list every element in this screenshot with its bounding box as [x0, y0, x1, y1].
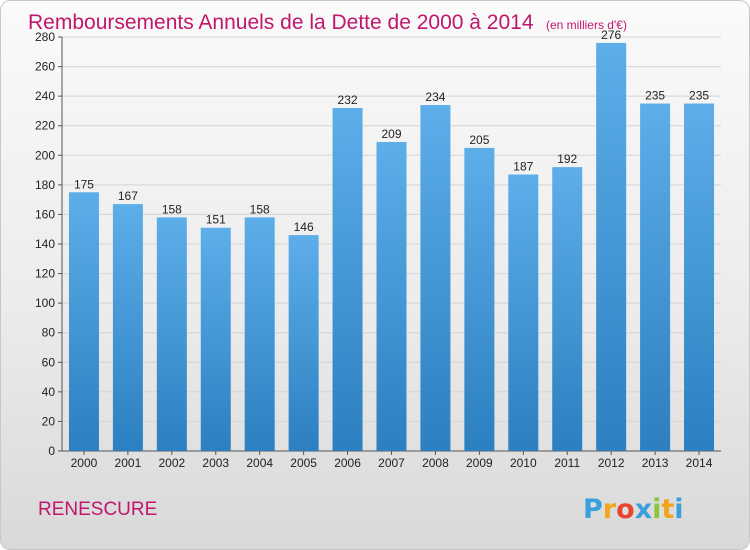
y-tick-label: 200: [35, 148, 55, 162]
y-tick-label: 100: [35, 296, 55, 310]
logo-letter: o: [616, 494, 635, 525]
data-label: 209: [381, 127, 401, 141]
bar: [332, 107, 363, 451]
chart-title-unit: (en milliers d'€): [546, 18, 627, 32]
logo-letter: x: [635, 494, 652, 525]
bar: [156, 217, 187, 451]
x-tick-label: 2003: [202, 456, 229, 470]
x-tick-label: 2006: [334, 456, 361, 470]
data-label: 158: [162, 202, 182, 216]
data-label: 276: [601, 28, 621, 42]
y-tick-label: 220: [35, 119, 55, 133]
data-label: 235: [645, 89, 665, 103]
bar: [464, 147, 495, 451]
x-tick-label: 2007: [378, 456, 405, 470]
y-tick-label: 20: [42, 414, 56, 428]
chart-title: Remboursements Annuels de la Dette de 20…: [28, 11, 627, 34]
data-label: 187: [513, 160, 533, 174]
x-tick-label: 2004: [246, 456, 273, 470]
bar: [596, 42, 627, 452]
x-tick-label: 2001: [115, 456, 142, 470]
data-label: 146: [294, 220, 314, 234]
y-tick-label: 60: [42, 355, 56, 369]
data-label: 192: [557, 152, 577, 166]
chart-title-main: Remboursements Annuels de la Dette de 20…: [28, 11, 534, 34]
bar: [200, 227, 231, 451]
bar: [288, 235, 319, 451]
logo-letter: t: [661, 494, 674, 525]
plot-area: 0 20 40 60 80 100 120 140 160 180 200 220 240 260 280 1…: [35, 28, 721, 470]
data-label: 151: [206, 213, 226, 227]
y-tick-label: 180: [35, 178, 55, 192]
logo-letter: i: [652, 494, 661, 525]
data-label: 234: [425, 90, 445, 104]
x-tick-label: 2013: [642, 456, 669, 470]
x-tick-label: 2005: [290, 456, 317, 470]
data-label: 232: [338, 93, 358, 107]
proxiti-logo: Proxiti: [583, 494, 684, 525]
x-tick-label: 2008: [422, 456, 449, 470]
y-tick-label: 140: [35, 237, 55, 251]
y-tick-label: 160: [35, 207, 55, 221]
logo-letter: P: [583, 494, 603, 525]
bar: [640, 103, 671, 452]
data-label: 235: [689, 89, 709, 103]
bar: [420, 105, 451, 451]
bar: [112, 204, 143, 451]
logo-letter: i: [674, 494, 683, 525]
x-tick-label: 2009: [466, 456, 493, 470]
data-label: 158: [250, 202, 270, 216]
bar: [244, 217, 275, 451]
y-tick-label: 260: [35, 60, 55, 74]
bar: [376, 141, 407, 451]
data-label: 205: [469, 133, 489, 147]
data-label: 167: [118, 189, 138, 203]
x-tick-label: 2002: [158, 456, 185, 470]
x-tick-label: 2014: [686, 456, 713, 470]
bar: [68, 192, 99, 451]
y-tick-label: 240: [35, 89, 55, 103]
data-label: 175: [74, 177, 94, 191]
y-tick-label: 0: [48, 444, 55, 458]
x-tick-label: 2012: [598, 456, 625, 470]
x-tick-label: 2010: [510, 456, 537, 470]
commune-name: RENESCURE: [38, 499, 157, 520]
y-tick-label: 40: [42, 385, 56, 399]
x-tick-label: 2000: [71, 456, 98, 470]
y-tick-label: 80: [42, 326, 56, 340]
y-tick-label: 120: [35, 267, 55, 281]
logo-letter: r: [603, 494, 617, 525]
bar: [552, 167, 583, 451]
bar: [684, 103, 715, 452]
y-tick-label: 280: [35, 30, 55, 44]
x-tick-label: 2011: [554, 456, 580, 470]
bar: [508, 174, 539, 451]
